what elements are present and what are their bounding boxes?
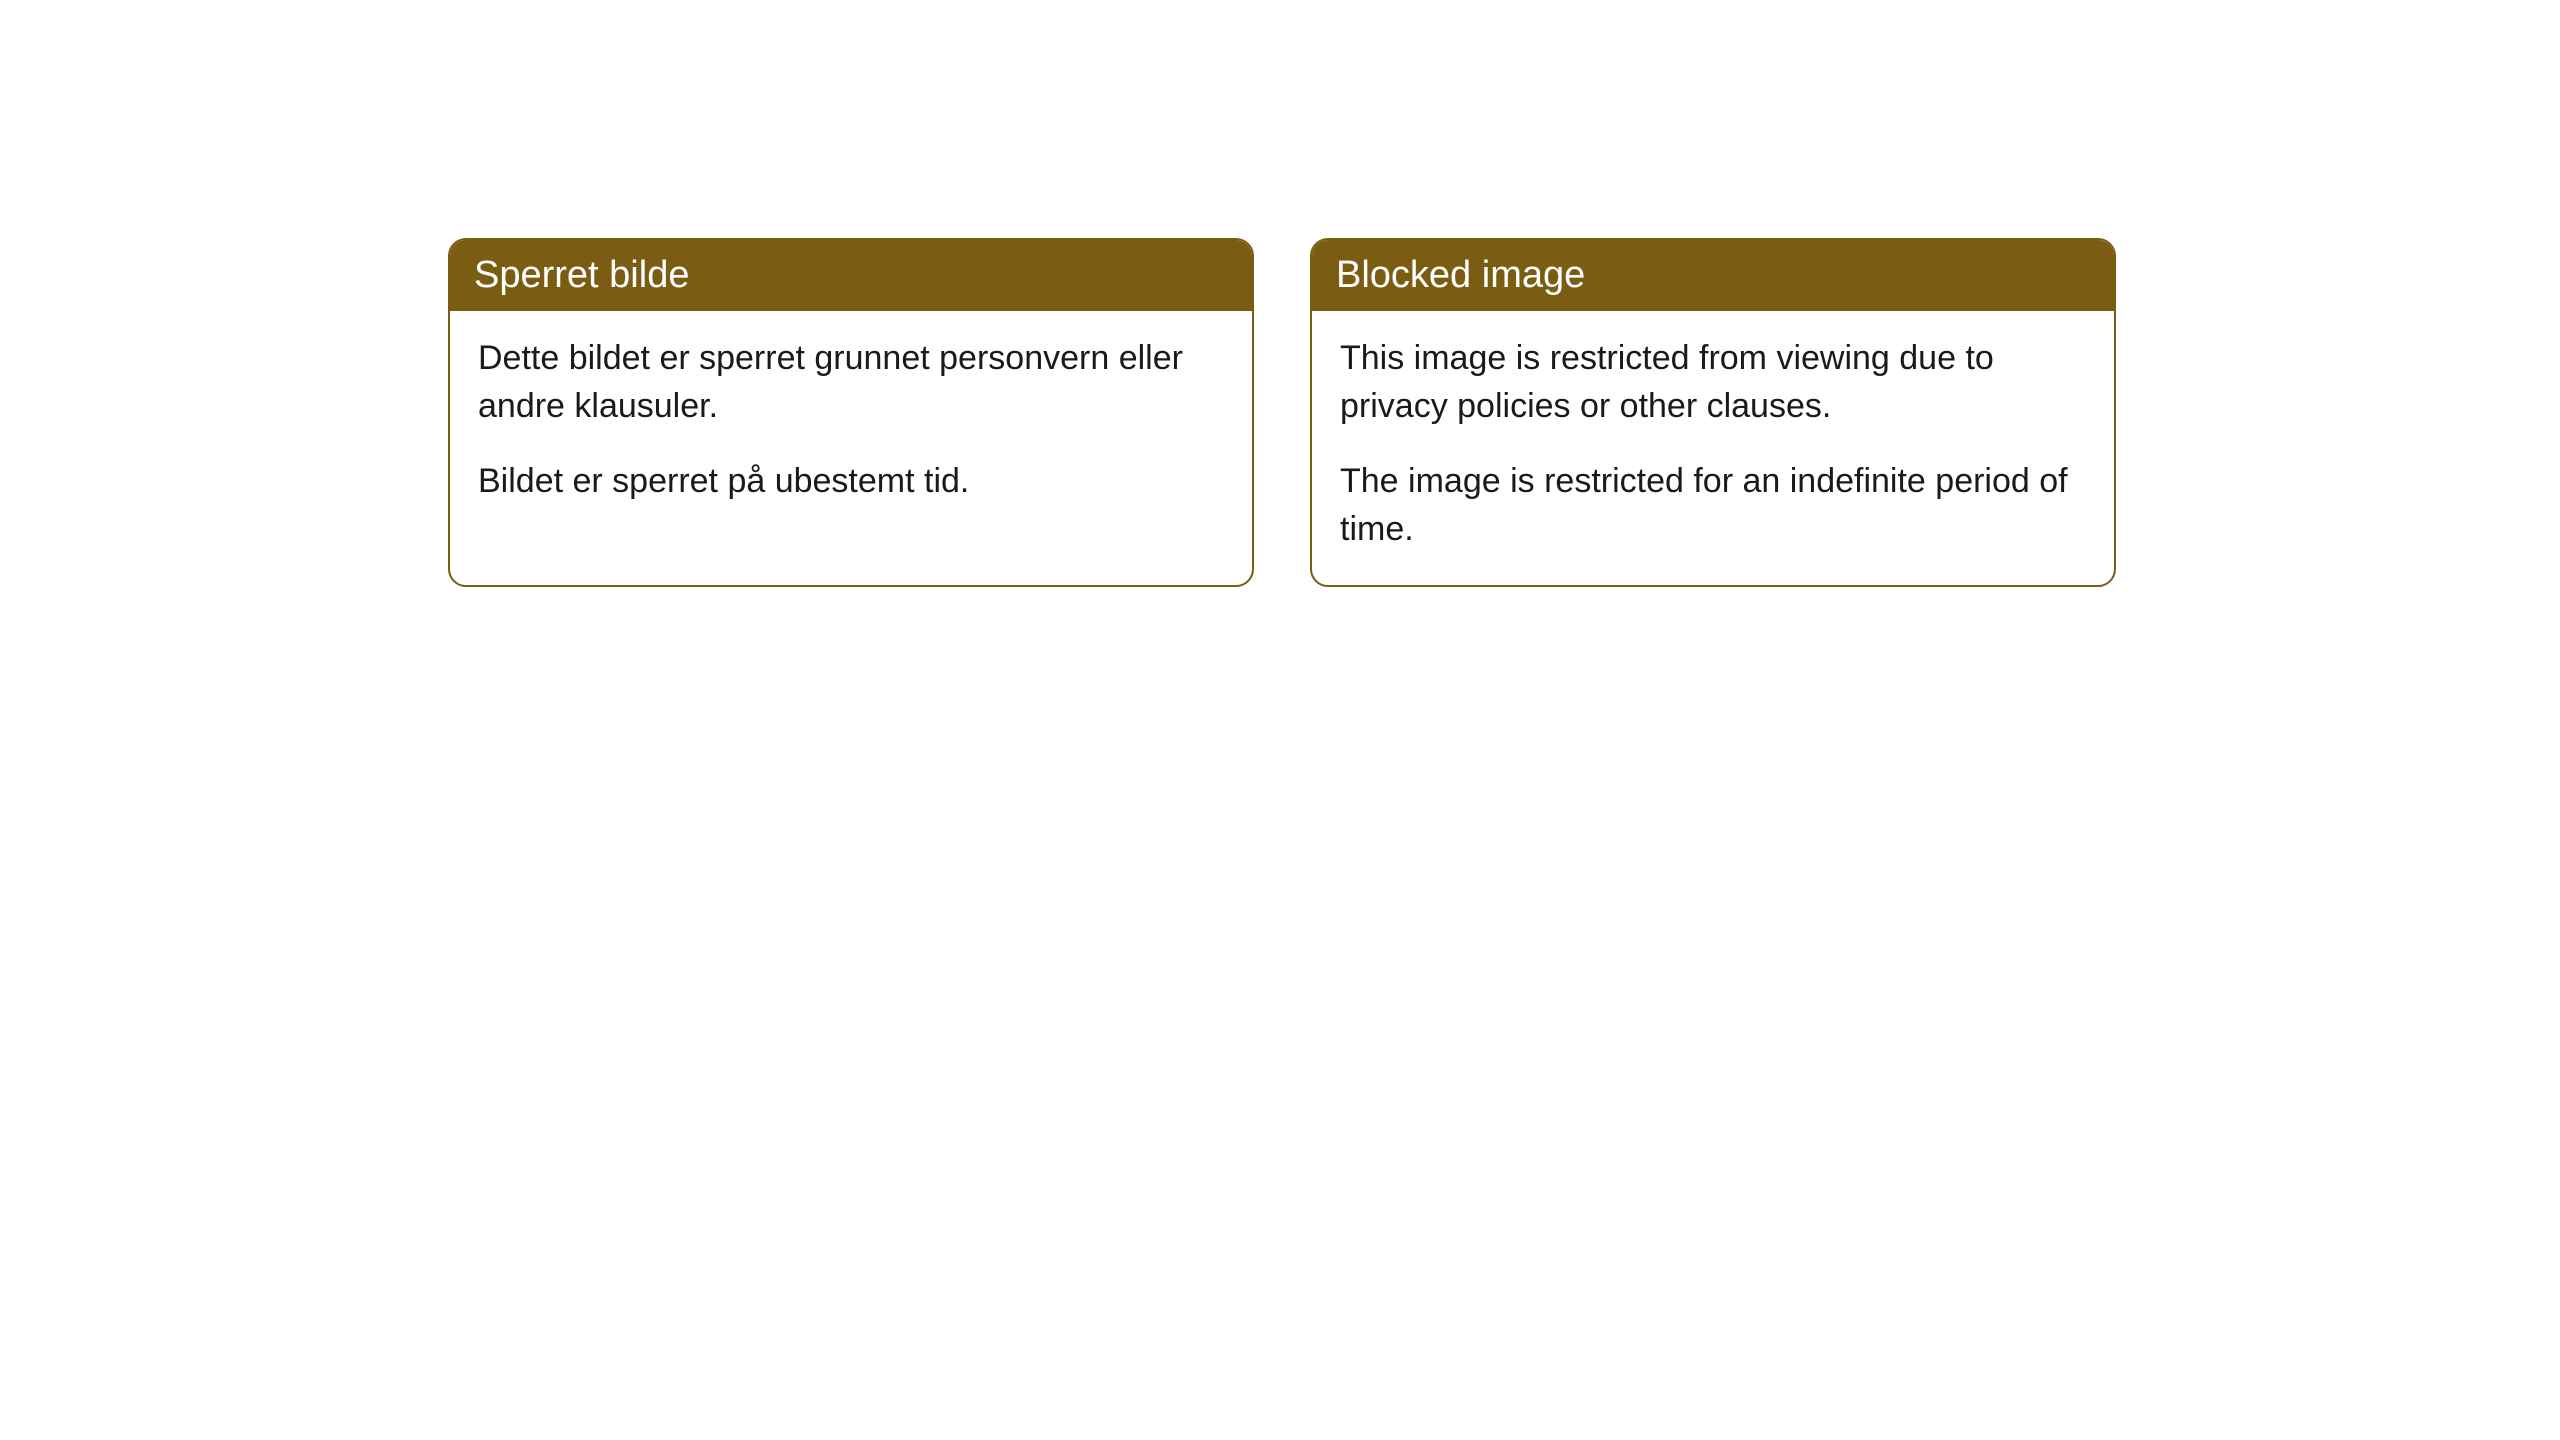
notice-text-english-1: This image is restricted from viewing du… xyxy=(1340,335,2086,430)
card-body-english: This image is restricted from viewing du… xyxy=(1312,311,2114,585)
notice-text-norwegian-1: Dette bildet er sperret grunnet personve… xyxy=(478,335,1224,430)
notice-cards-container: Sperret bilde Dette bildet er sperret gr… xyxy=(448,238,2116,587)
blocked-image-card-english: Blocked image This image is restricted f… xyxy=(1310,238,2116,587)
card-header-english: Blocked image xyxy=(1312,240,2114,311)
card-body-norwegian: Dette bildet er sperret grunnet personve… xyxy=(450,311,1252,538)
blocked-image-card-norwegian: Sperret bilde Dette bildet er sperret gr… xyxy=(448,238,1254,587)
notice-text-norwegian-2: Bildet er sperret på ubestemt tid. xyxy=(478,458,1224,506)
notice-text-english-2: The image is restricted for an indefinit… xyxy=(1340,458,2086,553)
card-header-norwegian: Sperret bilde xyxy=(450,240,1252,311)
